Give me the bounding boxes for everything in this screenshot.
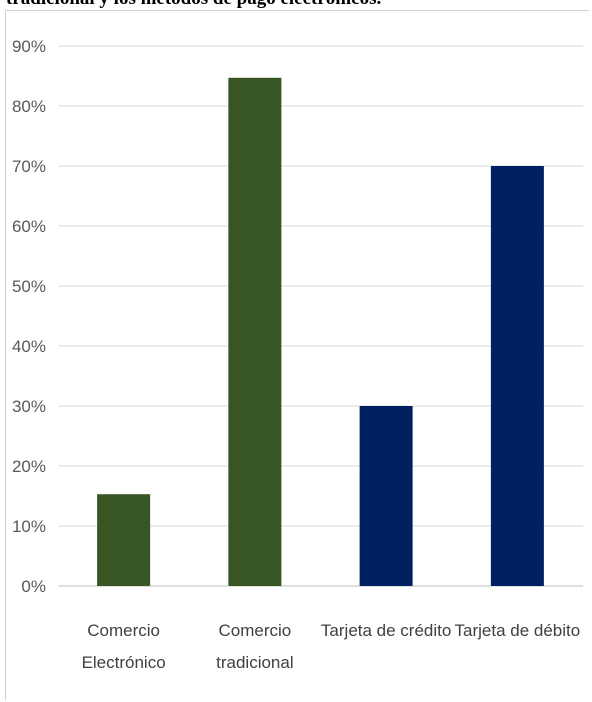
bar: [359, 406, 413, 586]
x-category-label: Comercio: [87, 621, 160, 640]
x-category-label: Tarjeta de débito: [455, 621, 581, 640]
y-tick-label: 60%: [12, 217, 46, 236]
y-tick-label: 70%: [12, 157, 46, 176]
y-tick-label: 0%: [21, 577, 46, 596]
x-category-label: tradicional: [216, 653, 294, 672]
y-tick-label: 10%: [12, 517, 46, 536]
chart-frame: [5, 10, 589, 700]
x-category-label: Comercio: [219, 621, 292, 640]
x-category-label: Tarjeta de crédito: [321, 621, 451, 640]
chart-caption: tradicional y los métodos de pago electr…: [6, 0, 586, 10]
y-tick-label: 50%: [12, 277, 46, 296]
x-category-label: Electrónico: [82, 653, 166, 672]
y-tick-label: 80%: [12, 97, 46, 116]
bar: [228, 77, 282, 587]
y-tick-label: 90%: [12, 37, 46, 56]
y-tick-label: 20%: [12, 457, 46, 476]
bar: [97, 494, 151, 586]
y-tick-label: 40%: [12, 337, 46, 356]
bar: [490, 166, 544, 586]
y-tick-label: 30%: [12, 397, 46, 416]
